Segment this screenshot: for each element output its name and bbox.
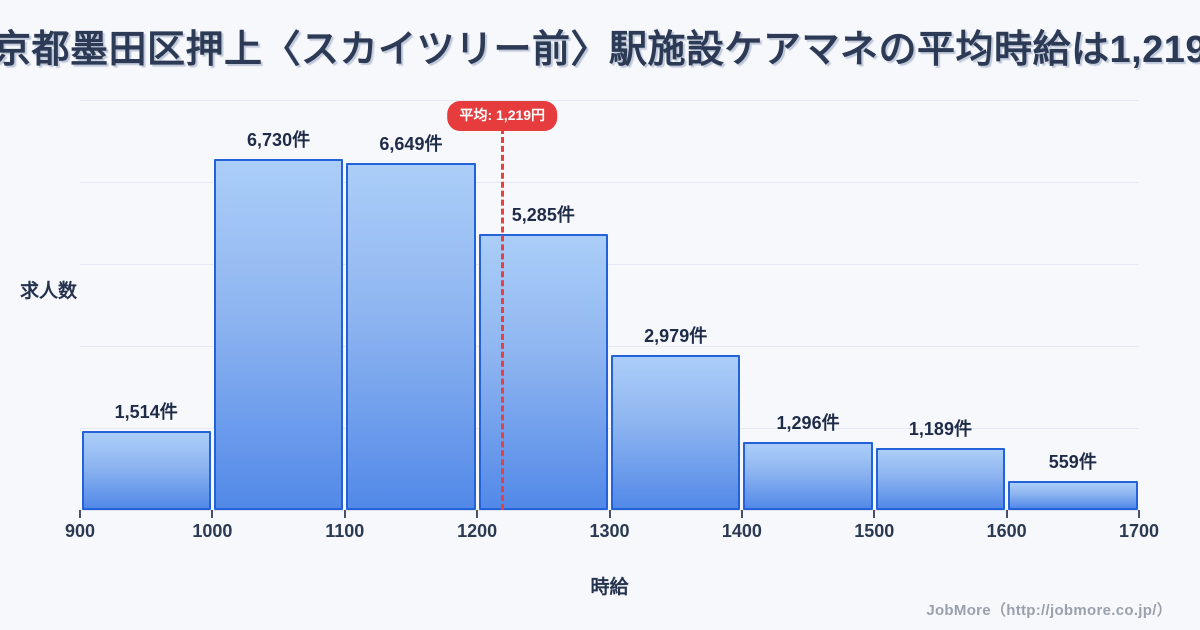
histogram-bar — [743, 442, 873, 510]
x-tick-label: 900 — [64, 521, 96, 541]
x-tick-label: 1700 — [1118, 521, 1160, 541]
bar-value-label: 6,730件 — [247, 130, 311, 150]
histogram-bar — [1008, 481, 1138, 510]
x-tick — [1138, 510, 1140, 518]
histogram-plot: 1,514件 6,730件 6,649件 5,285件 2,979件 1,296件 1,18… — [65, 100, 1159, 541]
bar-value-label: 5,285件 — [511, 205, 575, 225]
x-tick — [211, 510, 214, 518]
average-line — [500, 128, 504, 510]
bar-value-label: 1,189件 — [908, 419, 972, 439]
x-tick — [1005, 510, 1008, 518]
histogram-bar — [346, 163, 476, 510]
bar-value-label: 2,979件 — [644, 326, 708, 346]
histogram-bar — [875, 448, 1006, 510]
footer-credit: JobMore（http://jobmore.co.jp/） — [926, 602, 1172, 619]
gridline — [80, 264, 1139, 265]
x-tick — [79, 510, 81, 518]
histogram-bar — [81, 431, 211, 510]
bar-value-label: 1,296件 — [776, 413, 840, 433]
histogram-bar — [611, 355, 741, 510]
x-tick — [476, 510, 479, 518]
gridline — [80, 100, 1139, 101]
x-tick-label: 1600 — [986, 521, 1027, 541]
x-tick-label: 1400 — [721, 521, 762, 541]
x-tick-label: 1100 — [325, 521, 365, 541]
y-axis-label: 求人数 — [20, 281, 78, 302]
bar-value-label: 559件 — [1048, 452, 1097, 472]
x-tick — [608, 510, 611, 518]
x-tick — [873, 510, 876, 518]
x-tick-label: 1500 — [854, 521, 895, 541]
gridline — [80, 346, 1139, 347]
x-tick-label: 1300 — [589, 521, 630, 541]
histogram-bar — [478, 234, 608, 510]
average-badge: 平均: 1,219円 — [447, 101, 558, 131]
x-tick — [343, 510, 346, 518]
bar-value-label: 6,649件 — [379, 134, 443, 154]
x-tick-label: 1000 — [192, 521, 233, 541]
bar-value-label: 1,514件 — [114, 402, 178, 422]
histogram-bar — [213, 159, 344, 510]
x-tick — [740, 510, 743, 518]
page-title: 東京都墨田区押上〈スカイツリー前〉駅施設ケアマネの平均時給は1,219円 — [0, 29, 1200, 71]
gridline — [80, 428, 1139, 429]
x-axis-label: 時給 — [590, 577, 629, 598]
x-tick-label: 1200 — [457, 521, 498, 541]
gridline — [80, 182, 1139, 183]
